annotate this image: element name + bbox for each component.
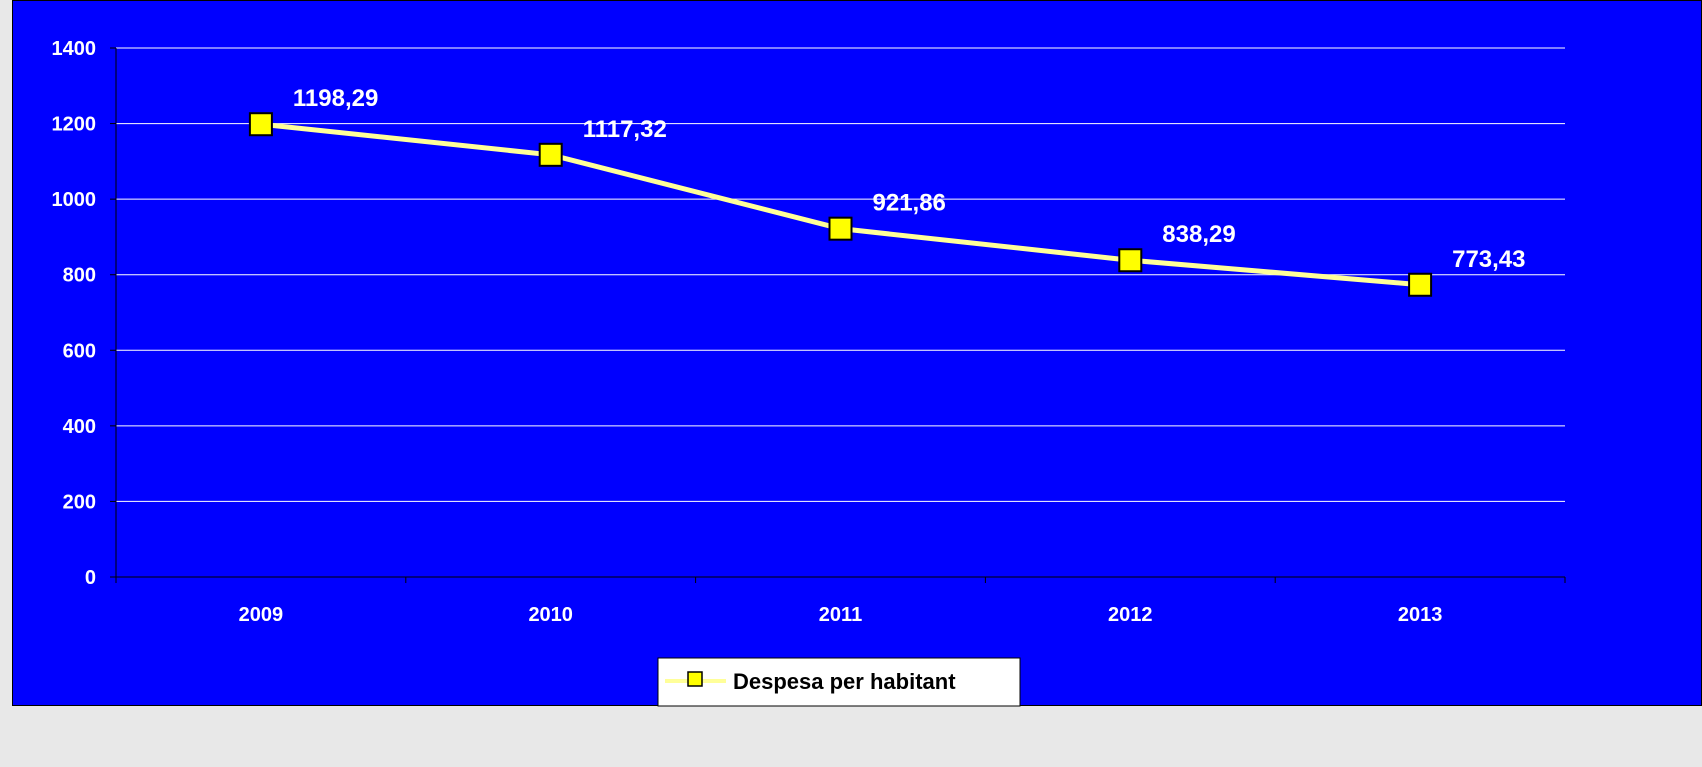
y-tick-label-400: 400 bbox=[63, 416, 96, 438]
series-despesa bbox=[248, 112, 1433, 297]
y-tick-label-0: 0 bbox=[85, 567, 96, 589]
y-tick-label-1200: 1200 bbox=[52, 114, 97, 136]
x-tick-label-2010: 2010 bbox=[528, 604, 573, 626]
series-line bbox=[260, 121, 1421, 288]
data-point-2009 bbox=[248, 112, 273, 137]
x-tick-label-2012: 2012 bbox=[1108, 604, 1153, 626]
legend-series-label: Despesa per habitant bbox=[733, 669, 956, 694]
data-point-2010 bbox=[538, 142, 563, 167]
y-tick-label-600: 600 bbox=[63, 340, 96, 362]
data-label-2011: 921,86 bbox=[873, 190, 946, 217]
gridlines bbox=[116, 47, 1565, 502]
data-point-2012 bbox=[1118, 248, 1143, 273]
y-tick-label-800: 800 bbox=[63, 265, 96, 287]
data-point-2011 bbox=[828, 216, 853, 241]
y-tick-label-1400: 1400 bbox=[52, 38, 97, 60]
x-axis-tick-labels: 2009 2010 2011 2012 2013 bbox=[239, 604, 1443, 626]
x-tick-label-2009: 2009 bbox=[239, 604, 284, 626]
data-labels: 1198,29 1117,32 921,86 838,29 773,43 bbox=[293, 85, 1526, 273]
y-axis-tick-labels: 0 200 400 600 800 1000 1200 1400 bbox=[52, 38, 97, 589]
y-tick-label-1000: 1000 bbox=[52, 189, 97, 211]
data-label-2010: 1117,32 bbox=[583, 116, 667, 143]
x-tick-label-2013: 2013 bbox=[1398, 604, 1443, 626]
x-tick-label-2011: 2011 bbox=[819, 604, 862, 626]
axes bbox=[110, 47, 1566, 583]
data-label-2009: 1198,29 bbox=[293, 85, 378, 112]
legend-marker-sample bbox=[687, 671, 703, 687]
chart-frame: 0 200 400 600 800 1000 1200 1400 2009 2010 2011 20… bbox=[12, 0, 1702, 707]
data-point-2013 bbox=[1408, 272, 1433, 297]
y-tick-label-200: 200 bbox=[63, 491, 96, 513]
data-label-2013: 773,43 bbox=[1452, 246, 1525, 273]
legend: Despesa per habitant bbox=[657, 657, 1021, 707]
data-label-2012: 838,29 bbox=[1162, 221, 1235, 248]
